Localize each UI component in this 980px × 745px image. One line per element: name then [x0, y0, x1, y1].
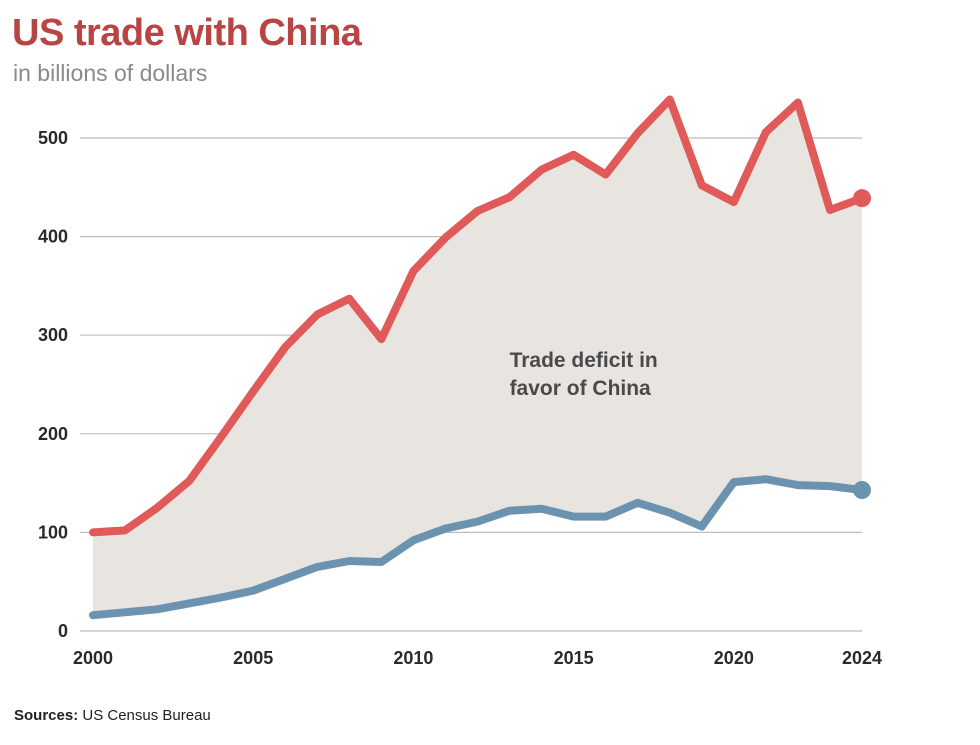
x-tick-label: 2010 — [393, 648, 433, 668]
annotations: Trade deficit in favor of China — [510, 349, 658, 400]
y-tick-label: 0 — [58, 621, 68, 641]
x-tick-label: 2020 — [714, 648, 754, 668]
chart-subtitle: in billions of dollars — [13, 60, 208, 86]
x-tick-label: 2005 — [233, 648, 273, 668]
series-line-exports — [89, 475, 866, 620]
y-tick-label: 500 — [38, 128, 68, 148]
source-text: US Census Bureau — [82, 707, 211, 724]
y-axis-ticks: 0 100 200 300 400 500 — [38, 128, 68, 641]
line-chart: 0 100 200 300 400 500 2000 2005 2010 2015 2020 202… — [38, 95, 882, 668]
source-note: Sources: US Census Bureau — [14, 707, 211, 724]
end-point-imports — [853, 189, 871, 208]
series-line-imports — [89, 95, 866, 537]
annotation-line: favor of China — [510, 377, 651, 400]
x-tick-label: 2015 — [554, 648, 594, 668]
y-tick-label: 200 — [38, 424, 68, 444]
y-tick-label: 100 — [38, 522, 68, 542]
deficit-area — [93, 99, 862, 616]
y-tick-label: 400 — [38, 227, 68, 247]
source-label: Sources: — [14, 707, 79, 724]
end-point-exports — [853, 481, 871, 500]
x-tick-label: 2024 — [842, 648, 882, 668]
x-tick-label: 2000 — [73, 648, 113, 668]
x-axis-ticks: 2000 2005 2010 2015 2020 2024 — [73, 648, 882, 668]
y-tick-label: 300 — [38, 325, 68, 345]
annotation-line: Trade deficit in — [510, 349, 658, 372]
chart-title: US trade with China — [12, 12, 362, 54]
